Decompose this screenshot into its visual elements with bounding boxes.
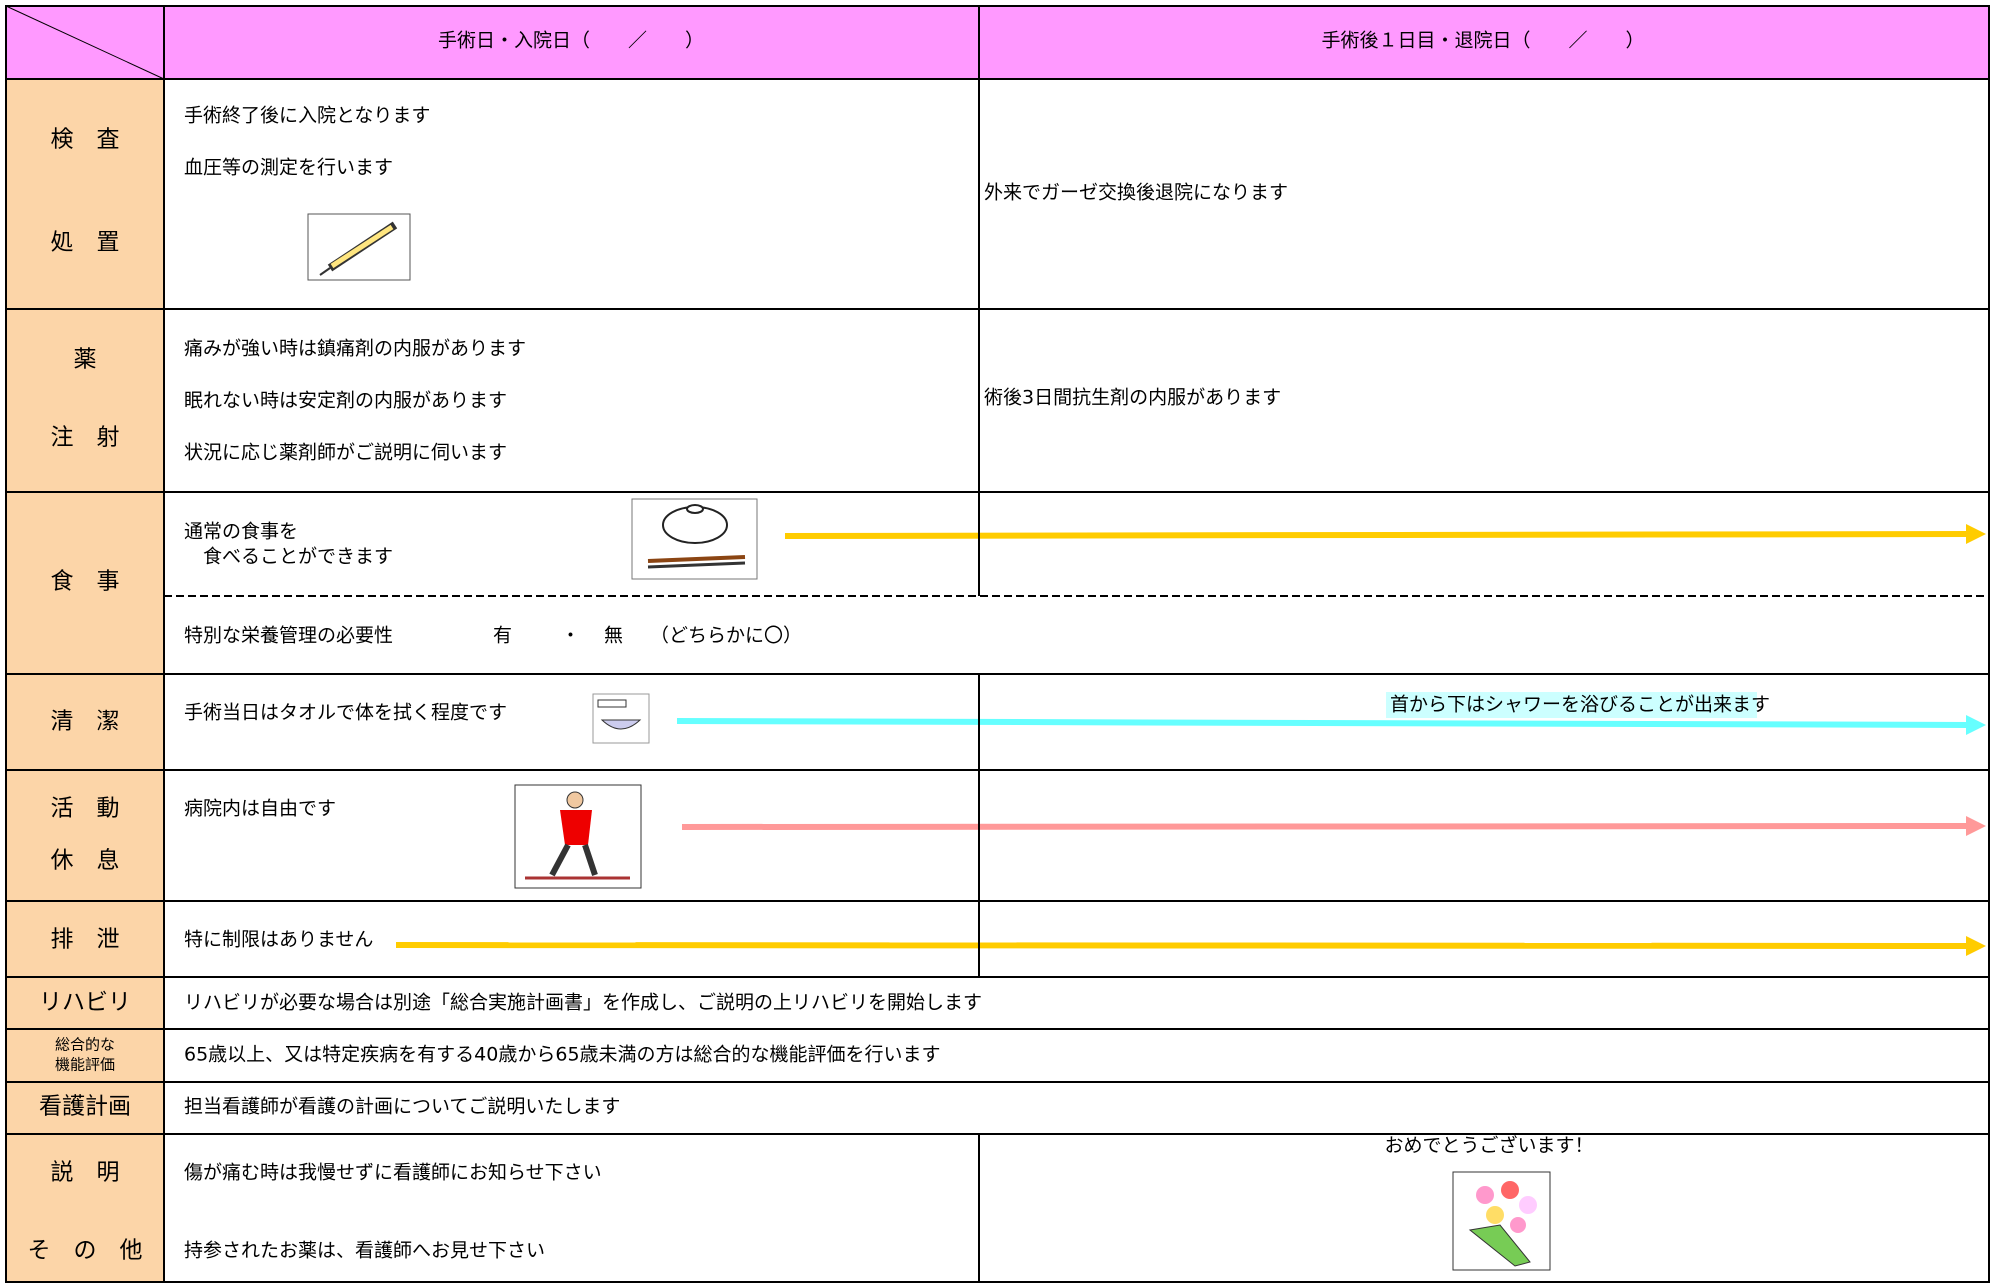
column-header: 手術日・入院日（ ／ ） [438,30,704,52]
cell-text: リハビリが必要な場合は別途「総合実施計画書」を作成し、ご説明の上リハビリを開始し… [184,992,982,1014]
row-label: 排 泄 [51,927,120,953]
walking-person-icon [514,784,642,889]
cell-text: 痛みが強い時は鎮痛剤の内服があります [184,338,526,360]
nutrition-text: （どちらかに〇） [650,625,802,647]
bowl-icon [631,498,758,580]
nutrition-text: ・ [561,625,580,647]
column-header: 手術後１日目・退院日（ ／ ） [1321,30,1644,52]
row-label: 総合的な [55,1036,115,1054]
nutrition-text: 有 [493,625,512,647]
row-label: 薬 [74,347,97,373]
cell-text: 首から下はシャワーを浴びることが出来ます [1390,694,1770,716]
cell-text: 状況に応じ薬剤師がご説明に伺います [184,442,507,464]
cell-text: 持参されたお薬は、看護師へお見せ下さい [184,1240,545,1262]
row-label: 休 息 [51,848,120,874]
nutrition-text: 特別な栄養管理の必要性 [184,625,393,647]
basin-icon [592,693,650,744]
flower-icon [1452,1171,1551,1271]
cell-text: 特に制限はありません [184,929,373,951]
row-label: 注 射 [51,425,120,451]
row-label: 活 動 [51,796,120,822]
cell-text: 血圧等の測定を行います [184,157,393,179]
row-label: そ の 他 [28,1238,143,1264]
cell-text: 病院内は自由です [184,798,336,820]
note-bg [1386,692,1757,718]
row-label: 説 明 [51,1160,120,1186]
cell-text: 手術終了後に入院となります [184,105,430,127]
cell-text: 食べることができます [184,546,393,568]
cell-text: 眠れない時は安定剤の内服があります [184,390,507,412]
cell-text: 65歳以上、又は特定疾病を有する40歳から65歳未満の方は総合的な機能評価を行い… [184,1044,941,1066]
table-borders [5,5,1990,1283]
row-label: 食 事 [51,569,120,595]
cell-text: 外来でガーゼ交換後退院になります [984,182,1288,204]
cell-text: おめでとうございます！ [1384,1134,1593,1157]
cell-text: 手術当日はタオルで体を拭く程度です [184,702,507,724]
cell-text: 担当看護師が看護の計画についてご説明いたします [184,1096,620,1118]
cell-text: 通常の食事を [184,521,298,543]
header-bg [6,6,1989,79]
row-label: 看護計画 [39,1094,131,1120]
row-label: 処 置 [51,230,120,256]
syringe-icon [307,213,411,281]
arrows [395,524,1986,956]
nutrition-text: 無 [604,625,623,647]
row-label: リハビリ [39,990,131,1016]
row-label: 検 査 [51,127,120,153]
cell-text: 術後3日間抗生剤の内服があります [984,387,1281,409]
row-label: 清 潔 [51,709,120,735]
cell-text: 傷が痛む時は我慢せずに看護師にお知らせ下さい [184,1162,602,1184]
row-label: 機能評価 [55,1056,115,1074]
